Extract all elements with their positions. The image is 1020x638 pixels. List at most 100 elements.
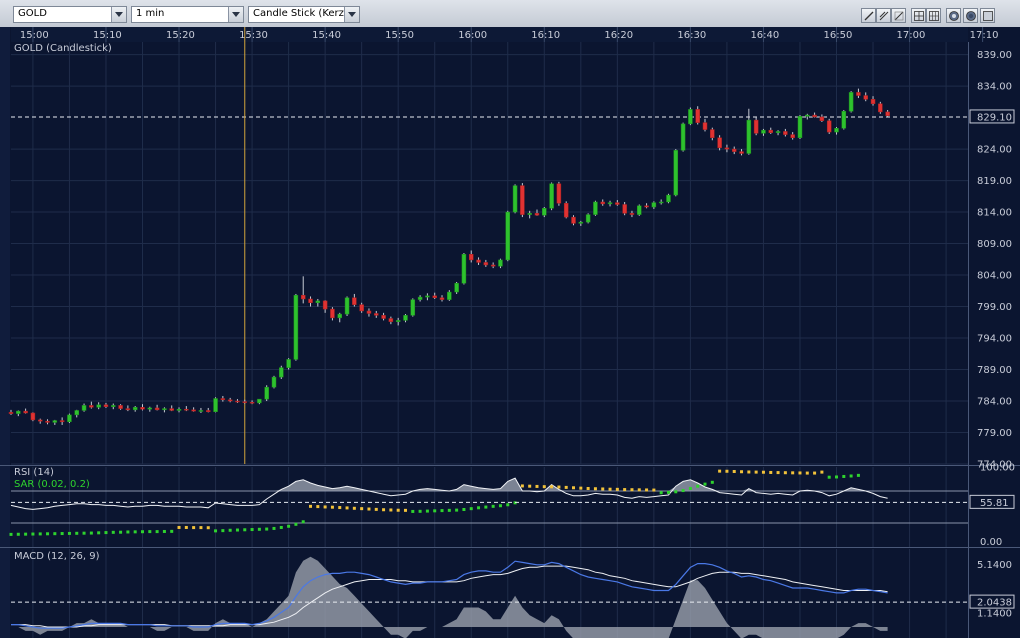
candle-body <box>666 194 671 203</box>
sar-dot <box>97 531 101 535</box>
sar-dot <box>294 522 298 526</box>
candle-body <box>293 294 299 360</box>
rsi-line <box>10 477 888 510</box>
candle-body <box>359 304 364 312</box>
candle-body <box>542 208 547 216</box>
sar-dot <box>119 530 123 534</box>
zoom-button[interactable] <box>963 8 978 23</box>
symbol-select[interactable]: GOLD <box>13 6 127 23</box>
sar-dot <box>856 473 860 477</box>
candle-body <box>761 129 766 134</box>
candle-body <box>191 409 196 412</box>
candle-body <box>746 119 752 154</box>
sar-dot <box>783 471 787 475</box>
candle-body <box>140 407 145 410</box>
chevron-down-icon[interactable] <box>344 7 359 22</box>
fibonacci-button[interactable] <box>891 8 906 23</box>
candlesticks <box>8 88 890 425</box>
chart-type-value: Candle Stick (Kerze <box>253 8 345 19</box>
candle-body <box>96 404 101 408</box>
interval-select[interactable]: 1 min <box>131 6 244 23</box>
sar-dot <box>674 490 678 494</box>
sar-dot <box>126 530 130 534</box>
candle-body <box>125 408 131 411</box>
time-tick-label: 16:50 <box>824 30 853 41</box>
sar-dot <box>798 471 802 475</box>
chevron-down-icon[interactable] <box>111 7 126 22</box>
macd-panel <box>11 556 888 638</box>
candle-body <box>819 116 825 121</box>
sar-dot <box>140 530 144 534</box>
indicator-icon <box>949 11 959 21</box>
candle-body <box>534 213 540 216</box>
candle-body <box>388 318 394 322</box>
rsi-panel-title: RSI (14) <box>14 467 54 478</box>
time-tick-label: 15:10 <box>93 30 122 41</box>
sar-dot <box>257 527 261 531</box>
zoom-icon <box>966 11 976 21</box>
sar-panel-title: SAR (0.02, 0.2) <box>14 479 90 490</box>
sar-dot <box>520 484 524 488</box>
sar-dot <box>805 471 809 475</box>
sar-dot <box>447 508 451 512</box>
sar-dot <box>791 471 795 475</box>
candle-body <box>856 92 861 96</box>
candle-body <box>863 95 868 100</box>
sar-dot <box>425 509 429 513</box>
candle-body <box>483 262 489 266</box>
candle-body <box>476 259 481 263</box>
trend-line-button[interactable] <box>876 8 891 23</box>
line-draw-button[interactable] <box>861 8 876 23</box>
macd-current-label: 2.0438 <box>977 598 1012 609</box>
candle-body <box>680 123 686 151</box>
rsi-current-label: 55.81 <box>980 498 1009 509</box>
sar-dot <box>586 486 590 490</box>
time-tick-label: 15:30 <box>239 30 268 41</box>
sar-dot <box>528 484 532 488</box>
sar-dot <box>382 508 386 512</box>
grid-button[interactable] <box>911 8 926 23</box>
candle-body <box>563 202 569 218</box>
candle-body <box>52 420 58 423</box>
sar-dot <box>345 506 349 510</box>
time-tick-label: 16:00 <box>458 30 487 41</box>
sar-dot <box>374 507 378 511</box>
chart-area[interactable]: 15:00 15:10 15:20 15:30 15:40 15:50 16:00 16:10… <box>0 27 1020 638</box>
sar-dot <box>24 532 28 536</box>
chevron-down-icon[interactable] <box>228 7 243 22</box>
candle-body <box>498 259 503 267</box>
price-axis: 839.00 834.00 829.10 824.00 819.00 814.00 809.… <box>11 50 1015 471</box>
sar-dot <box>615 487 619 491</box>
candle-body <box>688 109 693 125</box>
sar-dot <box>31 532 35 536</box>
price-tick-label: 784.00 <box>977 397 1012 408</box>
candle-body <box>381 315 386 319</box>
price-tick-label: 834.00 <box>977 82 1012 93</box>
candle-body <box>374 313 379 316</box>
indicator-button[interactable] <box>946 8 961 23</box>
chart-type-select[interactable]: Candle Stick (Kerze <box>248 6 360 23</box>
candle-body <box>103 404 109 407</box>
candle-body <box>147 407 153 410</box>
sar-dot <box>747 470 751 474</box>
candle-body <box>344 297 350 315</box>
sar-dot <box>637 488 641 492</box>
candle-body <box>629 213 635 215</box>
candle-body <box>826 120 832 133</box>
candle-body <box>739 151 744 154</box>
color-button[interactable] <box>980 8 995 23</box>
candle-body <box>89 405 94 408</box>
sar-dot <box>177 525 181 529</box>
candle-body <box>454 282 459 293</box>
candle-body <box>213 398 218 412</box>
sar-dot <box>389 508 393 512</box>
interval-value: 1 min <box>136 8 165 19</box>
candle-body <box>520 185 525 215</box>
sar-dot <box>418 509 422 513</box>
candle-body <box>600 201 605 205</box>
grid-alt-button[interactable] <box>926 8 941 23</box>
candle-body <box>790 134 795 138</box>
sar-dot <box>330 505 334 509</box>
sar-dot <box>827 475 831 479</box>
candle-body <box>673 150 679 196</box>
